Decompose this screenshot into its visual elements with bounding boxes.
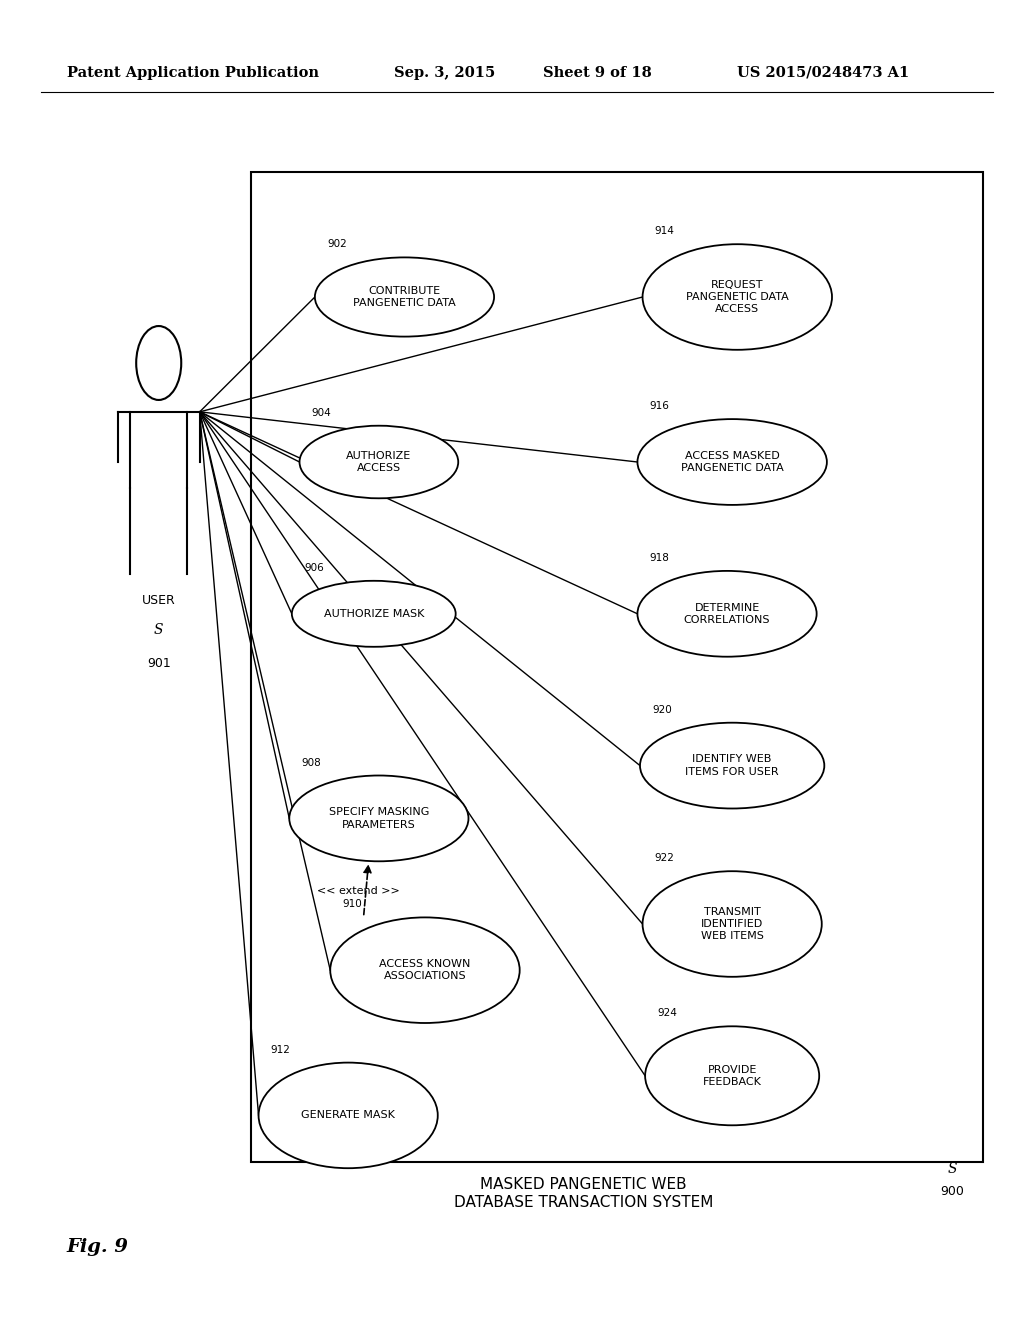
Ellipse shape <box>637 570 817 656</box>
Text: 914: 914 <box>655 226 675 236</box>
Text: IDENTIFY WEB
ITEMS FOR USER: IDENTIFY WEB ITEMS FOR USER <box>685 755 779 776</box>
Ellipse shape <box>292 581 456 647</box>
Bar <box>251 172 983 1162</box>
Ellipse shape <box>299 425 459 498</box>
Ellipse shape <box>315 257 495 337</box>
Text: REQUEST
PANGENETIC DATA
ACCESS: REQUEST PANGENETIC DATA ACCESS <box>686 280 788 314</box>
Ellipse shape <box>289 776 469 861</box>
Ellipse shape <box>645 1027 819 1125</box>
Ellipse shape <box>259 1063 438 1168</box>
Text: DETERMINE
CORRELATIONS: DETERMINE CORRELATIONS <box>684 603 770 624</box>
Text: Fig. 9: Fig. 9 <box>67 1238 129 1257</box>
Text: PROVIDE
FEEDBACK: PROVIDE FEEDBACK <box>702 1065 762 1086</box>
Text: AUTHORIZE MASK: AUTHORIZE MASK <box>324 609 424 619</box>
Text: USER: USER <box>142 594 175 607</box>
Text: 912: 912 <box>271 1044 291 1055</box>
Text: TRANSMIT
IDENTIFIED
WEB ITEMS: TRANSMIT IDENTIFIED WEB ITEMS <box>700 907 764 941</box>
Text: ACCESS MASKED
PANGENETIC DATA: ACCESS MASKED PANGENETIC DATA <box>681 451 783 473</box>
Text: 924: 924 <box>657 1008 677 1019</box>
Ellipse shape <box>136 326 181 400</box>
Text: 916: 916 <box>649 401 670 412</box>
Text: 922: 922 <box>655 853 675 863</box>
Text: S: S <box>154 623 164 638</box>
Text: SPECIFY MASKING
PARAMETERS: SPECIFY MASKING PARAMETERS <box>329 808 429 829</box>
Text: 918: 918 <box>649 553 670 562</box>
Text: S: S <box>947 1162 957 1176</box>
Text: AUTHORIZE
ACCESS: AUTHORIZE ACCESS <box>346 451 412 473</box>
Text: 910: 910 <box>342 899 362 909</box>
Ellipse shape <box>330 917 519 1023</box>
Text: 920: 920 <box>652 705 672 715</box>
Text: 900: 900 <box>940 1185 965 1199</box>
Text: MASKED PANGENETIC WEB
DATABASE TRANSACTION SYSTEM: MASKED PANGENETIC WEB DATABASE TRANSACTI… <box>454 1177 714 1210</box>
Text: ACCESS KNOWN
ASSOCIATIONS: ACCESS KNOWN ASSOCIATIONS <box>379 960 471 981</box>
Text: 908: 908 <box>301 758 322 768</box>
Ellipse shape <box>643 871 821 977</box>
Text: Patent Application Publication: Patent Application Publication <box>67 66 318 79</box>
Text: US 2015/0248473 A1: US 2015/0248473 A1 <box>737 66 909 79</box>
Text: 906: 906 <box>304 562 324 573</box>
Text: 904: 904 <box>311 408 332 417</box>
Text: Sheet 9 of 18: Sheet 9 of 18 <box>543 66 651 79</box>
Ellipse shape <box>640 723 824 808</box>
Text: << extend >>: << extend >> <box>317 886 399 896</box>
Text: 901: 901 <box>146 657 171 671</box>
Ellipse shape <box>643 244 831 350</box>
Text: 902: 902 <box>328 239 347 249</box>
Ellipse shape <box>637 420 827 506</box>
Text: CONTRIBUTE
PANGENETIC DATA: CONTRIBUTE PANGENETIC DATA <box>353 286 456 308</box>
Text: GENERATE MASK: GENERATE MASK <box>301 1110 395 1121</box>
Text: Sep. 3, 2015: Sep. 3, 2015 <box>394 66 496 79</box>
